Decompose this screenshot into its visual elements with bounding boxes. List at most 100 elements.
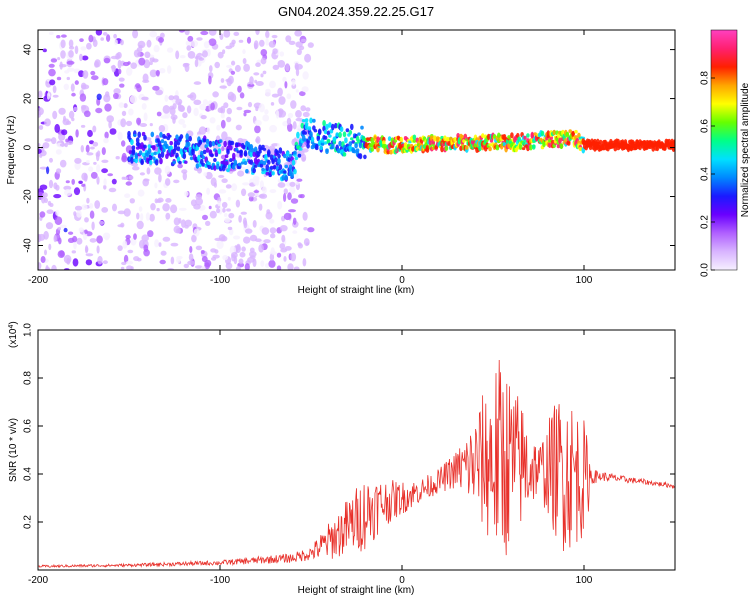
spectrogram-ridge-cell (169, 145, 173, 151)
spectrogram-ridge-cell (134, 152, 139, 160)
spectrogram-noise-cell (242, 217, 247, 226)
spectrogram-noise-cell (223, 30, 231, 38)
spectrogram-noise-cell (269, 218, 275, 224)
spectrogram-noise-cell (49, 157, 53, 163)
chart-title: GN04.2024.359.22.25.G17 (278, 4, 434, 19)
spectrogram-noise-cell (72, 258, 79, 267)
spectrogram-ridge-cell (568, 129, 572, 134)
spectrogram-ridge-cell (227, 164, 232, 170)
spectrogram-noise-cell (147, 230, 154, 238)
spectrogram-ridge-cell (556, 144, 561, 149)
spectrogram-ridge-cell (350, 123, 354, 131)
spectrogram-ridge-cell (323, 129, 328, 135)
spectrogram-noise-cell (287, 263, 294, 270)
spectrogram-noise-cell (64, 189, 72, 196)
spectrogram-noise-cell (272, 48, 278, 55)
spectrogram-noise-cell (294, 62, 299, 71)
spectrogram-noise-cell (149, 69, 158, 78)
scale-factor-label: (x104) (8, 321, 20, 348)
spectrogram-noise-cell (297, 242, 302, 247)
spectrogram-noise-cell (83, 173, 88, 182)
spectrogram-noise-cell (132, 166, 140, 171)
spectrogram-ridge-cell (565, 131, 570, 137)
spectrogram-noise-cell (78, 227, 84, 233)
spectrogram-noise-cell (202, 99, 208, 106)
spectrogram-noise-cell (79, 53, 83, 62)
spectrogram-noise-cell (223, 102, 229, 109)
spectrogram-ridge-cell (358, 153, 363, 160)
spectrogram-noise-cell (305, 107, 311, 112)
spectrogram-noise-cell (53, 182, 58, 190)
spectrogram-noise-cell (243, 63, 251, 72)
bottom-ytick-label: 0.8 (23, 371, 34, 385)
spectrogram-noise-cell (187, 35, 194, 42)
spectrogram-ridge-cell (478, 145, 482, 152)
spectrogram-noise-cell (283, 212, 292, 221)
spectrogram-noise-cell (200, 250, 205, 254)
spectrogram-noise-cell (265, 88, 271, 93)
spectrogram-noise-cell (54, 216, 63, 225)
spectrogram-noise-cell (235, 265, 241, 270)
spectrogram-noise-cell (242, 58, 247, 65)
spectrogram-ridge-cell (154, 159, 159, 166)
spectrogram-noise-cell (91, 75, 99, 81)
spectrogram-noise-cell (86, 160, 90, 164)
spectrogram-noise-cell (102, 32, 108, 36)
spectrogram-ridge-cell (559, 143, 564, 150)
spectrogram-noise-cell (269, 80, 276, 89)
colorbar-tick-label: 0.6 (700, 119, 711, 133)
spectrogram-noise-cell (178, 207, 187, 211)
spectrogram-noise-cell (229, 228, 234, 236)
spectrogram-ridge-cell (296, 131, 300, 139)
colorbar-tick-label: 0.8 (700, 71, 711, 85)
spectrogram-noise-cell (136, 220, 144, 230)
spectrogram-ridge-cell (179, 134, 184, 140)
spectrogram-noise-cell (73, 241, 77, 250)
spectrogram-noise-cell (104, 131, 109, 139)
bottom-ytick-label: 0.2 (23, 515, 34, 529)
spectrogram-noise-cell (132, 30, 139, 39)
spectrogram-noise-cell (55, 209, 60, 216)
spectrogram-noise-cell (222, 254, 229, 261)
spectrogram-ridge-cell (131, 145, 136, 150)
spectrogram-ridge-cell (267, 159, 271, 165)
spectrogram-noise-cell (303, 227, 308, 231)
spectrogram-noise-cell (296, 48, 302, 56)
spectrogram-noise-cell (226, 116, 232, 123)
top-xtick-label: 0 (399, 275, 405, 286)
spectrogram-noise-cell (149, 213, 155, 222)
spectrogram-noise-cell (126, 67, 133, 76)
spectrogram-noise-cell (114, 39, 118, 46)
spectrogram-noise-cell (165, 178, 171, 186)
spectrogram-ridge-cell (315, 146, 319, 151)
spectrogram-noise-cell (80, 82, 87, 90)
spectrogram-noise-cell (46, 92, 51, 100)
spectrogram-noise-cell (59, 143, 66, 147)
spectrogram-ridge-cell (387, 136, 392, 142)
spectrogram-noise-cell (241, 188, 247, 197)
snr-series-line (38, 359, 675, 568)
spectrogram-ridge-cell (143, 144, 147, 149)
spectrogram-ridge-cell (223, 140, 227, 148)
spectrogram-ridge-cell (601, 145, 606, 150)
spectrogram-noise-cell (194, 59, 199, 68)
top-y-axis: -40 -20 0 20 40 (23, 44, 675, 253)
spectrogram-noise-cell (183, 263, 189, 269)
spectrogram-noise-cell (124, 193, 131, 198)
spectrogram-ridge-cell (301, 119, 306, 123)
spectrogram-ridge-cell (481, 133, 485, 139)
spectrogram-noise-cell (272, 64, 280, 70)
top-y-axis-title: Frequency (Hz) (6, 116, 17, 185)
spectrogram-ridge-cell (558, 137, 562, 145)
spectrogram-noise-cell (122, 240, 128, 249)
spectrogram-ridge-cell (157, 153, 162, 159)
spectrogram-noise-cell (111, 178, 117, 185)
spectrogram-noise-cell (82, 70, 89, 79)
spectrogram-noise-cell (198, 126, 207, 135)
top-x-axis-title: Height of straight line (km) (298, 285, 415, 296)
bottom-ytick-label: 0.6 (23, 419, 34, 433)
spectrogram-noise-cell (156, 207, 160, 212)
spectrogram-noise-cell (117, 210, 126, 215)
spectrogram-ridge-cell (342, 131, 347, 138)
spectrogram-noise-cell (226, 77, 232, 87)
